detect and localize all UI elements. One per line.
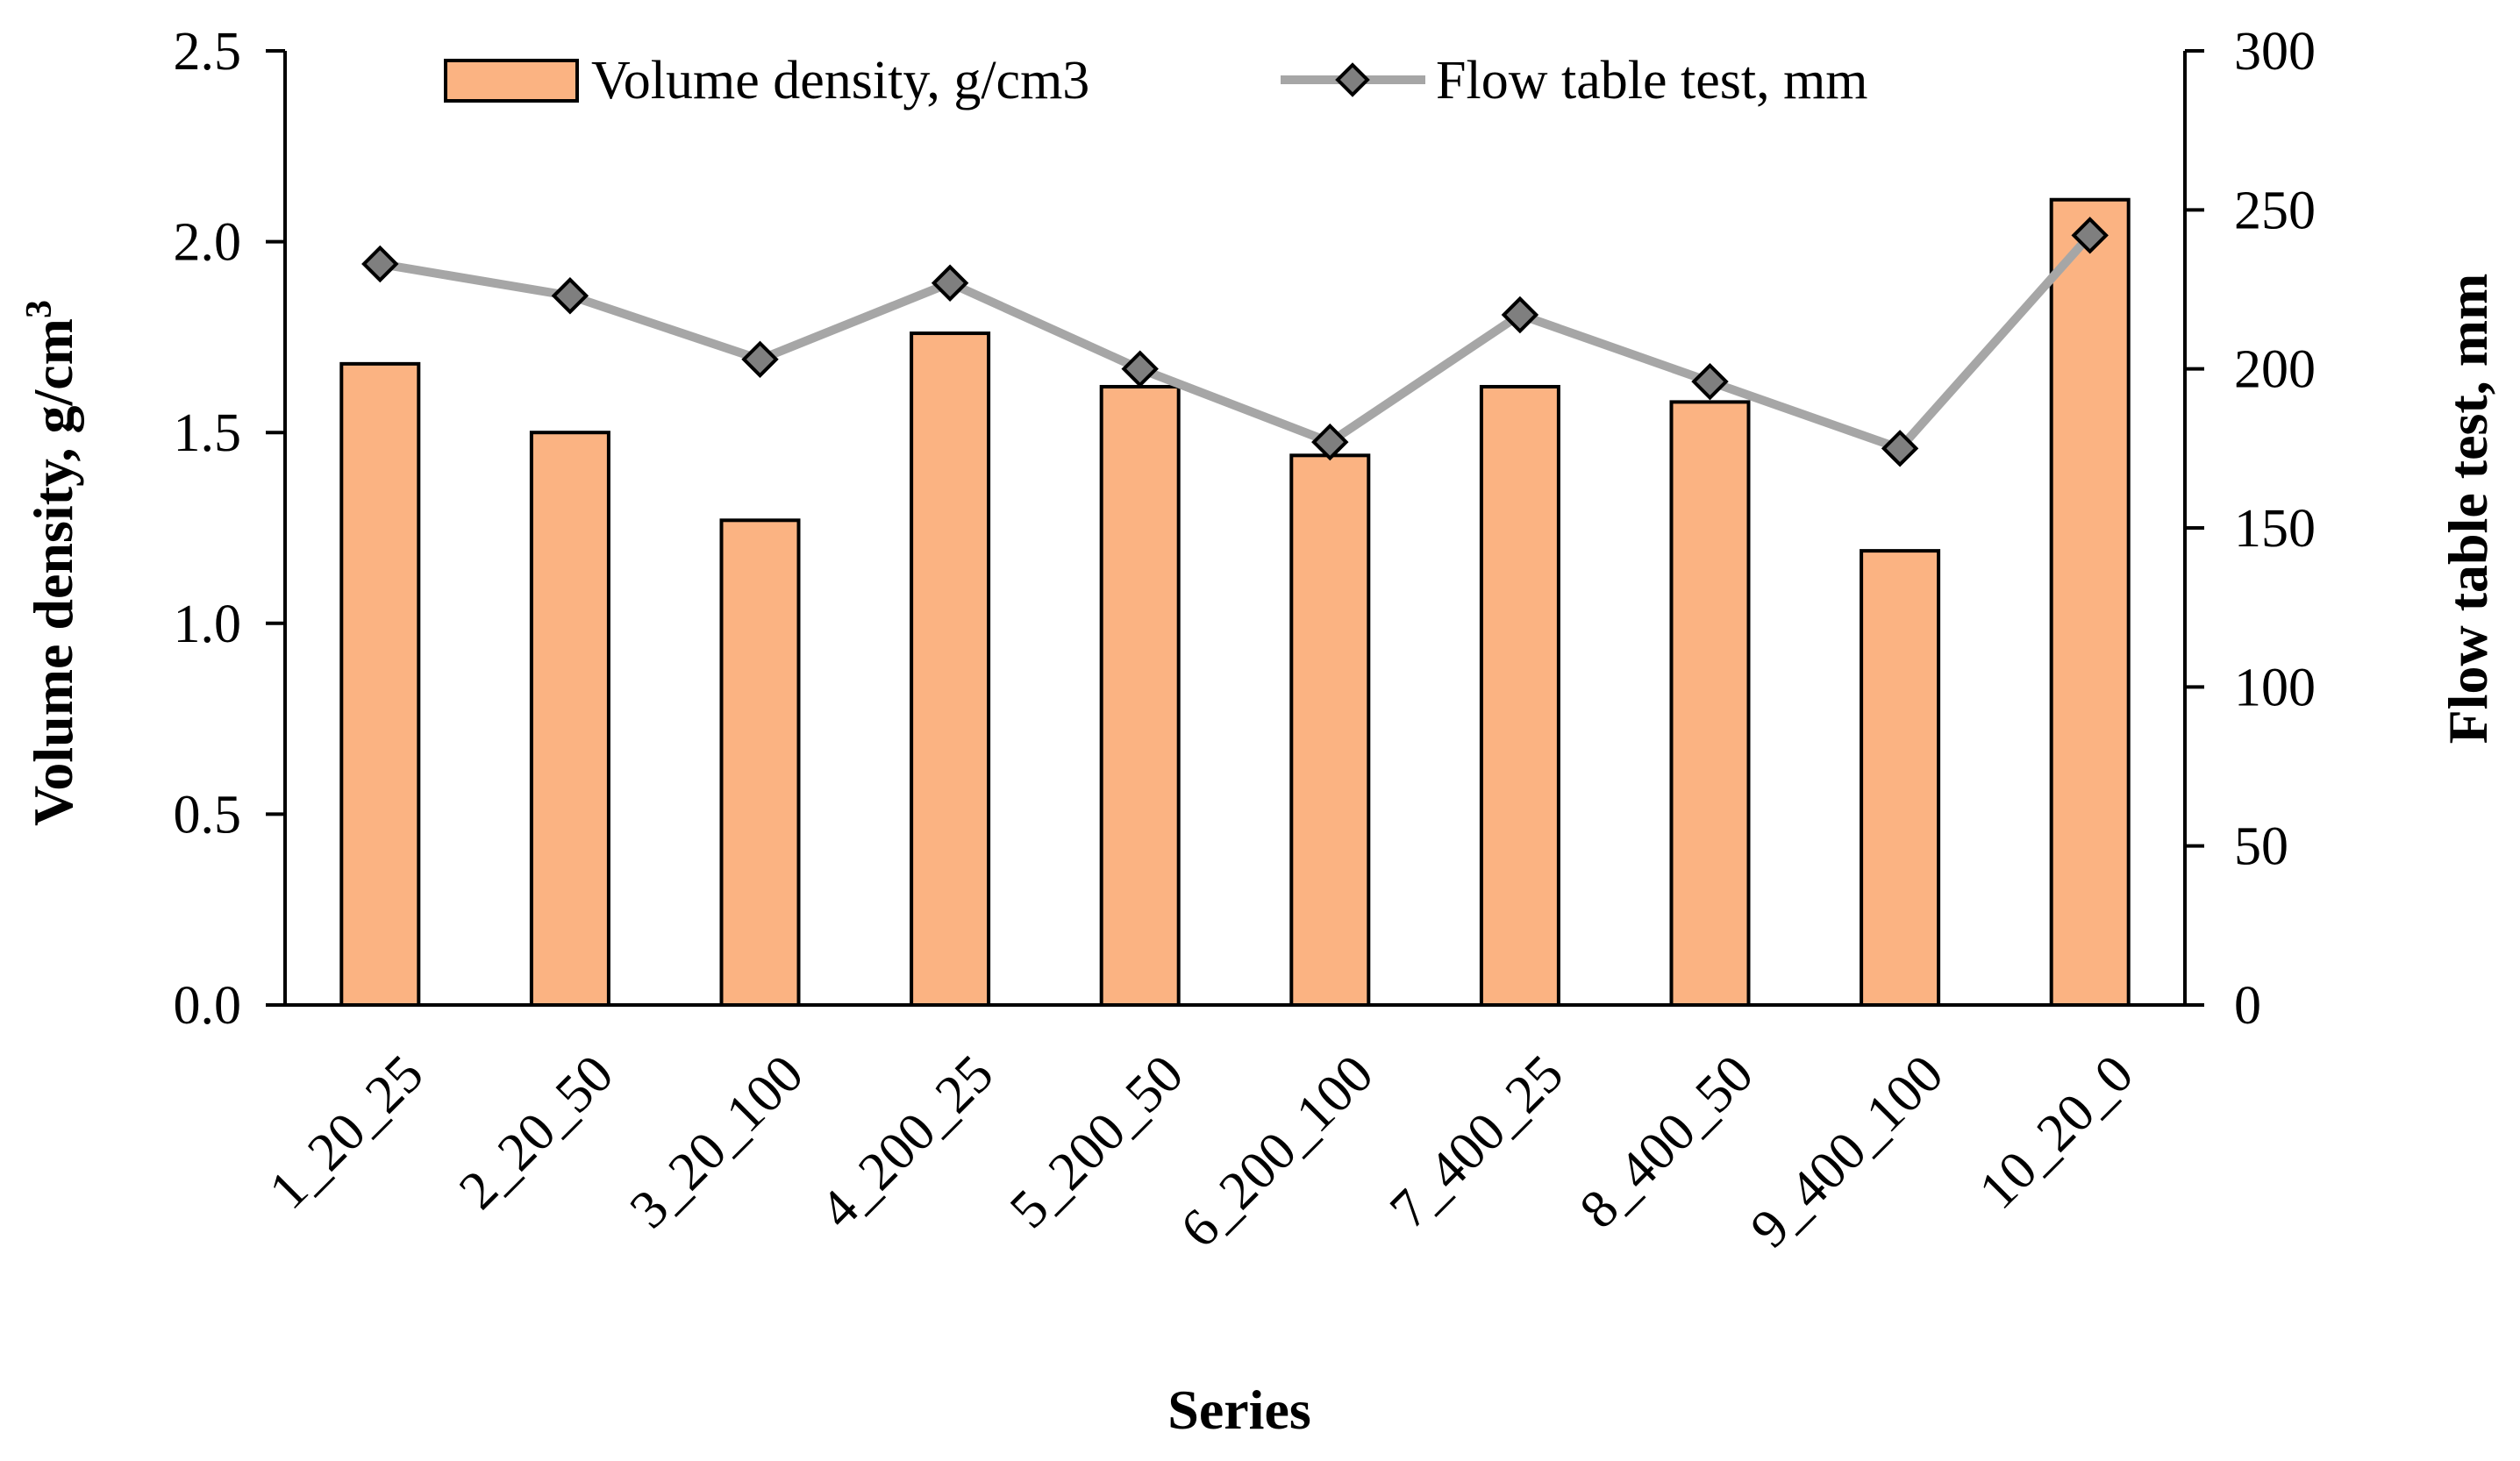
x-tick-label-8_400_50: 8_400_50 bbox=[1569, 1044, 1765, 1239]
bar-4_200_25 bbox=[910, 331, 991, 1008]
left-tick-label: 0.0 bbox=[174, 976, 242, 1036]
flow-point-9_400_100 bbox=[1881, 430, 1919, 467]
bar-8_400_50 bbox=[1669, 400, 1751, 1008]
x-axis-title: Series bbox=[1167, 1379, 1311, 1441]
left-axis-title: Volume density, g/cm3 bbox=[19, 300, 84, 826]
right-y-ticks: 0 50 100 150 200 250 300 bbox=[2185, 22, 2316, 1036]
bar-series-volume-density bbox=[339, 197, 2131, 1008]
bar-9_400_100 bbox=[1860, 549, 1941, 1007]
line-series-flow-table bbox=[361, 217, 2109, 467]
legend: Volume density, g/cm3 Flow table test, m… bbox=[444, 51, 1868, 110]
right-axis-title: Flow table test, mm bbox=[2437, 274, 2499, 745]
legend-swatch-flow-marker bbox=[1335, 62, 1370, 97]
legend-swatch-volume-density bbox=[444, 59, 579, 103]
flow-point-4_200_25 bbox=[931, 264, 969, 302]
bar-6_200_100 bbox=[1289, 453, 1371, 1007]
right-tick-label: 150 bbox=[2234, 499, 2316, 559]
flow-point-2_20_50 bbox=[551, 277, 589, 315]
x-tick-label-2_20_50: 2_20_50 bbox=[448, 1044, 625, 1221]
bar-1_20_25 bbox=[339, 361, 421, 1007]
flow-point-1_20_25 bbox=[361, 245, 399, 283]
flow-point-6_200_100 bbox=[1311, 423, 1349, 461]
left-tick-label: 1.5 bbox=[174, 403, 242, 463]
legend-label-flow-table: Flow table test, mm bbox=[1436, 51, 1868, 110]
x-tick-label-6_200_100: 6_200_100 bbox=[1169, 1044, 1384, 1258]
left-axis-title-superscript: 3 bbox=[19, 300, 60, 318]
x-tick-label-4_200_25: 4_200_25 bbox=[809, 1044, 1004, 1239]
flow-point-10_20_0 bbox=[2071, 217, 2109, 254]
x-tick-label-1_20_25: 1_20_25 bbox=[258, 1044, 435, 1221]
bar-5_200_50 bbox=[1099, 384, 1181, 1007]
flow-point-3_20_100 bbox=[741, 340, 779, 378]
right-tick-label: 100 bbox=[2234, 658, 2316, 717]
x-tick-label-10_20_0: 10_20_0 bbox=[1968, 1044, 2145, 1221]
left-axis-title-main: Volume density, g/cm bbox=[22, 318, 84, 826]
x-tick-label-9_400_100: 9_400_100 bbox=[1739, 1044, 1954, 1258]
right-tick-label: 250 bbox=[2234, 181, 2316, 240]
right-tick-label: 200 bbox=[2234, 340, 2316, 400]
left-tick-label: 0.5 bbox=[174, 785, 242, 845]
flow-point-5_200_50 bbox=[1121, 350, 1159, 388]
flow-table-line bbox=[379, 232, 2094, 453]
legend-label-volume-density: Volume density, g/cm3 bbox=[591, 51, 1089, 110]
x-tick-labels: 1_20_25 2_20_503_20_1004_200_255_200_506_… bbox=[258, 1044, 2145, 1258]
right-tick-label: 0 bbox=[2234, 976, 2261, 1036]
flow-point-8_400_50 bbox=[1691, 362, 1729, 401]
x-tick-label-5_200_50: 5_200_50 bbox=[999, 1044, 1195, 1239]
right-tick-label: 50 bbox=[2234, 817, 2288, 877]
bar-2_20_50 bbox=[529, 431, 610, 1007]
x-tick-label-3_20_100: 3_20_100 bbox=[619, 1044, 815, 1239]
bar-7_400_25 bbox=[1479, 384, 1560, 1007]
x-tick-label-7_400_25: 7_400_25 bbox=[1379, 1044, 1574, 1239]
left-tick-label: 1.0 bbox=[174, 595, 242, 654]
right-tick-label: 300 bbox=[2234, 22, 2316, 82]
left-tick-label: 2.5 bbox=[174, 22, 242, 82]
left-y-ticks: 0.0 0.5 1.0 1.5 2.0 2.5 bbox=[174, 22, 285, 1036]
left-tick-label: 2.0 bbox=[174, 213, 242, 273]
bar-10_20_0 bbox=[2049, 197, 2131, 1007]
bar-3_20_100 bbox=[719, 518, 801, 1007]
flow-point-7_400_25 bbox=[1501, 296, 1539, 334]
